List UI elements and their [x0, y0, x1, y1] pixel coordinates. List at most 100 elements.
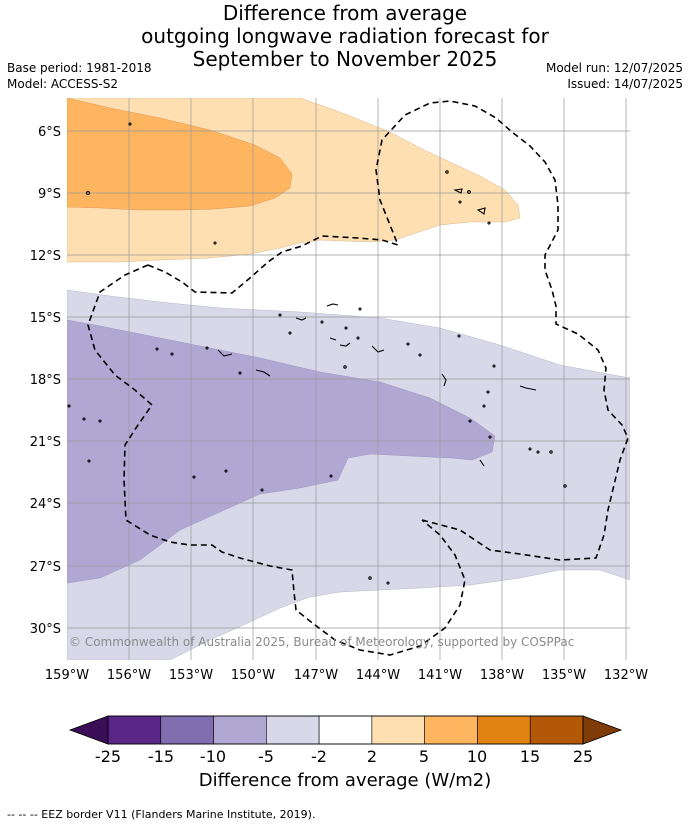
lon-label: 141°W [418, 668, 462, 683]
colorbar-segment [424, 715, 478, 745]
title-line-3: September to November 2025 [192, 47, 498, 71]
island [155, 347, 159, 351]
island [441, 373, 447, 387]
colorbar-label: -25 [95, 747, 121, 766]
colorbar-segment [318, 715, 373, 745]
island [358, 307, 362, 311]
lat-label: 21°S [30, 435, 61, 450]
island [288, 331, 292, 335]
lon-label: 153°W [169, 668, 213, 683]
island [339, 342, 351, 347]
colorbar-segment [477, 715, 531, 745]
colorbar-label: 15 [520, 747, 540, 766]
island [356, 336, 360, 340]
colorbar-label: -2 [311, 747, 327, 766]
island [329, 337, 337, 341]
island [67, 404, 71, 408]
island [368, 576, 372, 580]
colorbar-segment [529, 715, 584, 745]
island [255, 369, 271, 377]
island [458, 200, 462, 204]
island [445, 170, 449, 174]
colorbar-segment [213, 715, 267, 745]
island [479, 459, 485, 467]
title-line-1: Difference from average [222, 1, 468, 25]
lon-label: 138°W [480, 668, 524, 683]
model-name: Model: ACCESS-S2 [7, 77, 119, 91]
colorbar-label: 2 [367, 747, 377, 766]
colorbar-segment [107, 715, 162, 745]
lon-label: 144°W [356, 668, 400, 683]
lat-label: 24°S [30, 497, 61, 512]
island [371, 345, 385, 353]
island [488, 435, 492, 439]
island [549, 450, 553, 454]
island [467, 190, 471, 194]
island [486, 390, 490, 394]
island [260, 488, 264, 492]
title-line-2: outgoing longwave radiation forecast for [141, 24, 549, 48]
island [453, 188, 463, 194]
island [87, 459, 91, 463]
colorbar-outline [107, 715, 584, 745]
model-run-date: Model run: 12/07/2025 [545, 61, 683, 75]
lon-label: 156°W [107, 668, 151, 683]
eez-footnote: -- -- -- EEZ border V11 (Flanders Marine… [7, 808, 316, 821]
colorbar-label: -10 [200, 747, 226, 766]
base-period: Base period: 1981-2018 [7, 61, 152, 75]
lat-label: 15°S [30, 311, 61, 326]
copyright-notice: © Commonwealth of Australia 2025, Bureau… [69, 635, 574, 649]
issued-date: Issued: 14/07/2025 [567, 77, 683, 91]
islands [67, 122, 567, 585]
island [170, 352, 174, 356]
island [295, 317, 307, 321]
lon-label: 159°W [45, 668, 89, 683]
map-plot-area: © Commonwealth of Australia 2025, Bureau… [67, 98, 630, 660]
colorbar-segments [107, 715, 584, 745]
island [457, 334, 461, 338]
island [326, 303, 339, 307]
island [563, 484, 567, 488]
island [205, 346, 209, 350]
colorbar-label: 5 [419, 747, 429, 766]
colorbar-label: -15 [148, 747, 174, 766]
island [213, 241, 217, 245]
colorbar-under-arrow [68, 715, 109, 745]
lat-label: 9°S [38, 187, 61, 202]
eez-borders [87, 100, 629, 656]
island [418, 353, 422, 357]
lon-label: 132°W [604, 668, 648, 683]
colorbar-over-arrow [582, 715, 623, 745]
island [468, 419, 472, 423]
island [85, 190, 91, 196]
lon-label: 150°W [231, 668, 275, 683]
lat-label: 27°S [30, 560, 61, 575]
colorbar-label: -5 [258, 747, 274, 766]
island [217, 349, 233, 357]
base-period-info: Base period: 1981-2018 Model: ACCESS-S2 [7, 60, 152, 92]
colorbar-labels: -25 -15 -10 -5 -2 2 5 10 15 25 [95, 747, 593, 766]
run-info: Model run: 12/07/2025 Issued: 14/07/2025 [546, 60, 683, 92]
island [487, 221, 491, 225]
island [82, 417, 86, 421]
eez-border-french-polynesia [147, 100, 629, 561]
island [343, 365, 347, 369]
colorbar-segment [266, 715, 320, 745]
lon-label: 147°W [294, 668, 338, 683]
colorbar: -25 -15 -10 -5 -2 2 5 10 15 25 [68, 715, 623, 766]
map-gridlines [67, 98, 630, 660]
colorbar-label: 25 [573, 747, 593, 766]
island [192, 475, 196, 479]
colorbar-label: 10 [467, 747, 487, 766]
lon-label: 135°W [542, 668, 586, 683]
island [224, 469, 228, 473]
island [528, 447, 532, 451]
island [344, 326, 348, 330]
lat-label: 18°S [30, 373, 61, 388]
island [238, 371, 242, 375]
colorbar-segment [371, 715, 425, 745]
island [98, 419, 102, 423]
island [128, 122, 132, 126]
island [536, 450, 540, 454]
